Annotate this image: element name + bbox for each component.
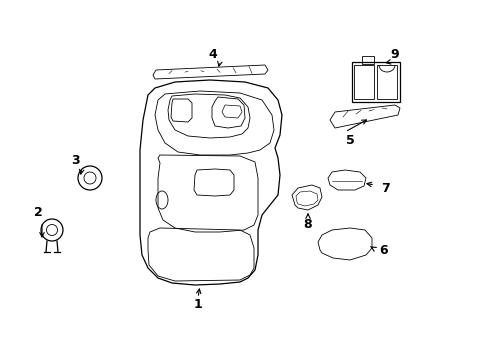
Text: 3: 3 xyxy=(71,153,79,166)
Text: 9: 9 xyxy=(390,49,399,62)
Text: 2: 2 xyxy=(34,207,42,220)
Text: 1: 1 xyxy=(193,298,202,311)
Text: 8: 8 xyxy=(303,219,312,231)
Text: 7: 7 xyxy=(381,181,389,194)
Text: 4: 4 xyxy=(208,49,217,62)
Text: 6: 6 xyxy=(379,243,387,256)
Text: 5: 5 xyxy=(345,134,354,147)
